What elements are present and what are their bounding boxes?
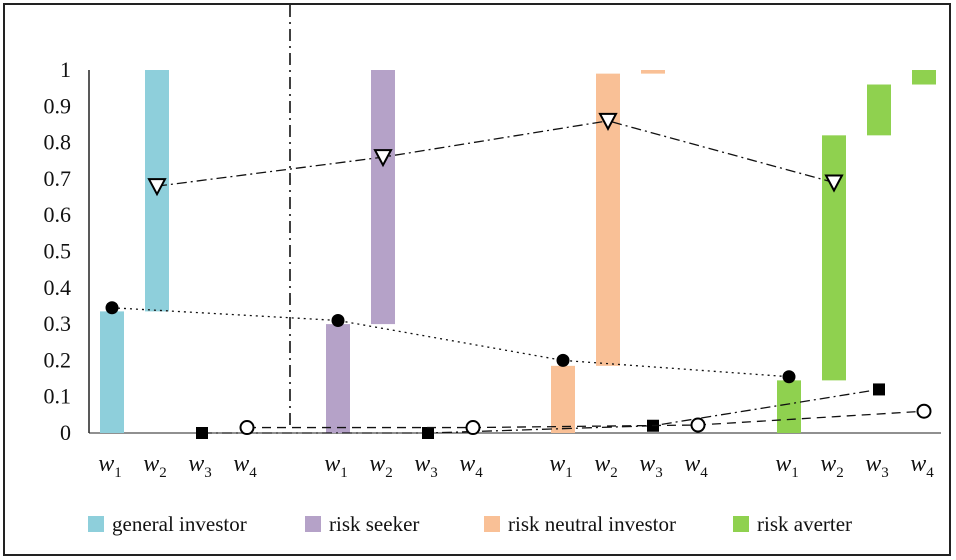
marker-w3: [873, 383, 885, 396]
legend-swatch: [733, 516, 749, 532]
x-tick-label: w3: [639, 451, 663, 481]
series-line-w1: [111, 307, 790, 378]
legend-label: general investor: [112, 512, 247, 536]
y-tick-label: 1: [60, 57, 71, 82]
y-tick-label: 0.1: [44, 384, 72, 409]
x-tick-label: w1: [98, 451, 122, 481]
legend-label: risk neutral investor: [508, 512, 676, 536]
legend-swatch: [305, 516, 321, 532]
bar-w1: [551, 365, 575, 433]
marker-w1: [556, 353, 570, 367]
bar-w1: [326, 324, 350, 433]
marker-w4: [916, 403, 932, 419]
x-tick-label: w4: [910, 451, 934, 481]
marker-w2: [598, 112, 618, 131]
x-tick-label: w3: [865, 451, 889, 481]
x-tick-label: w1: [324, 451, 348, 481]
marker-w2: [373, 149, 393, 168]
y-tick-label: 0.4: [44, 275, 72, 300]
marker-w2: [824, 174, 844, 193]
x-tick-label: w4: [233, 451, 257, 481]
marker-w2: [147, 178, 167, 197]
y-tick-label: 0.6: [44, 202, 72, 227]
x-tick-label: w2: [143, 451, 167, 481]
series-line-w4: [247, 410, 925, 429]
marker-w1: [782, 370, 796, 384]
marker-w3: [196, 427, 208, 439]
marker-w3: [422, 427, 434, 439]
marker-w4: [239, 420, 255, 436]
bar-w2: [371, 70, 395, 325]
x-tick-label: w2: [369, 451, 393, 481]
chart-frame: 0 0.1 0.2 0.3 0.4 0.5 0.6 0.7 0.8 0.9 1 w1 w2 w3 w4 w1 w…: [3, 3, 951, 556]
series-line-w3: [202, 388, 880, 434]
marker-w1: [331, 313, 345, 327]
bar-w1: [100, 311, 124, 433]
marker-w4: [465, 420, 481, 436]
y-tick-label: 0: [60, 420, 71, 445]
x-tick-label: w3: [414, 451, 438, 481]
legend-label: risk seeker: [329, 512, 419, 536]
bar-w4: [912, 70, 936, 85]
bar-w2: [822, 135, 846, 381]
y-tick-label: 0.8: [44, 130, 72, 155]
bar-w3: [641, 70, 665, 74]
y-tick-label: 0.2: [44, 347, 72, 372]
legend-swatch: [484, 516, 500, 532]
y-tick-label: 0.5: [44, 239, 72, 264]
y-tick-label: 0.7: [44, 166, 72, 191]
x-tick-label: w1: [549, 451, 573, 481]
x-tick-label: w2: [594, 451, 618, 481]
y-tick-label: 0.3: [44, 311, 72, 336]
x-tick-label: w1: [775, 451, 799, 481]
x-tick-label: w3: [188, 451, 212, 481]
bar-w3: [867, 84, 891, 136]
bar-w1: [777, 380, 801, 433]
marker-w4: [690, 417, 706, 433]
legend-swatch: [88, 516, 104, 532]
legend-label: risk averter: [757, 512, 852, 536]
x-tick-label: w2: [820, 451, 844, 481]
series-line-w2: [156, 120, 835, 187]
y-tick-label: 0.9: [44, 93, 72, 118]
x-tick-label: w4: [459, 451, 483, 481]
weight-chart: 0 0.1 0.2 0.3 0.4 0.5 0.6 0.7 0.8 0.9 1 w1 w2 w3 w4 w1 w…: [44, 5, 941, 536]
x-tick-label: w4: [684, 451, 708, 481]
marker-w1: [105, 301, 119, 315]
